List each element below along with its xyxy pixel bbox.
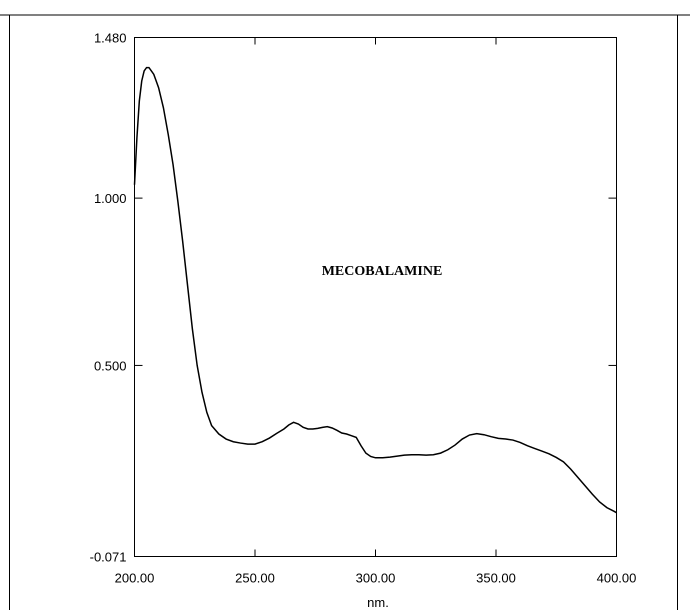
x-tick-label: 250.00 (235, 571, 275, 586)
x-tick-label: 400.00 (597, 571, 637, 586)
x-axis-label: nm. (367, 595, 389, 610)
plot-area-frame (134, 37, 617, 557)
chart-annotation: MECOBALAMINE (322, 264, 443, 279)
x-tick-label: 350.00 (476, 571, 516, 586)
y-tick-label: 0.500 (94, 358, 127, 373)
y-tick-label: 1.000 (94, 191, 127, 206)
series-line (133, 66, 617, 514)
y-tick-label: 1.480 (94, 31, 127, 46)
x-tick-label: 200.00 (115, 571, 155, 586)
y-tick-label: -0.071 (90, 550, 127, 565)
x-tick-label: 300.00 (356, 571, 396, 586)
axis-ticks (134, 37, 617, 557)
axis-tick-labels: 200.00 250.00 300.00 350.00 400.00 -0.071 0.50… (90, 31, 637, 586)
